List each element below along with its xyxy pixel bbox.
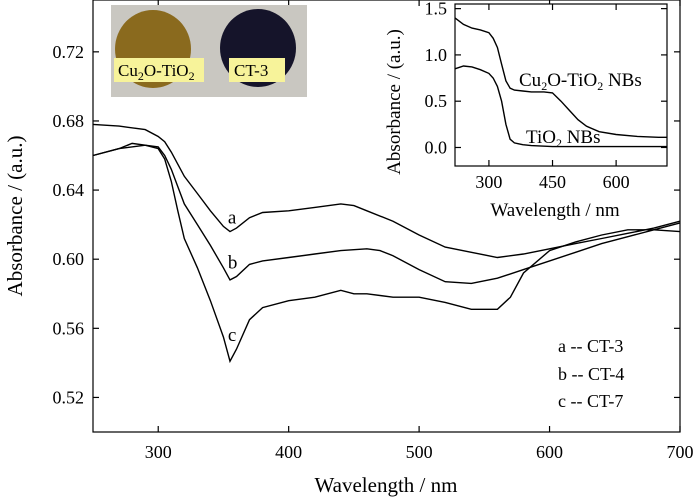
inset-series-lines xyxy=(454,17,667,148)
ct3-label-box xyxy=(229,58,285,82)
main-y-axis-title: Absorbance / (a.u.) xyxy=(3,136,27,297)
inset-label-cu2o-tio2: Cu2O-TiO2 NBs xyxy=(519,70,642,93)
y-tick-label-3: 1.5 xyxy=(425,0,448,19)
main-x-axis-title: Wavelength / nm xyxy=(315,473,458,497)
series-line-1 xyxy=(92,144,681,285)
x-tick-label-300: 300 xyxy=(145,442,172,462)
x-tick-label-600: 600 xyxy=(536,442,563,462)
series-line-2 xyxy=(92,142,681,364)
inset-y-axis-title: Absorbance / (a.u.) xyxy=(384,29,405,175)
series-label-b: b xyxy=(228,253,238,274)
legend-entry-c: c -- CT-7 xyxy=(558,391,623,411)
y-tick-label-5: 0.72 xyxy=(53,42,85,62)
y-tick-label-2: 1.0 xyxy=(425,45,448,65)
series-line-1 xyxy=(454,65,667,148)
cu2o-tio2-label-box xyxy=(114,58,204,82)
ct3-photo-label: CT-3 xyxy=(234,61,268,80)
y-tick-label-3: 0.64 xyxy=(53,180,85,200)
y-tick-label-0: 0.0 xyxy=(425,137,448,157)
y-tick-label-1: 0.56 xyxy=(53,318,85,338)
y-tick-label-0: 0.52 xyxy=(53,387,85,407)
series-line-0 xyxy=(92,123,681,259)
x-tick-label-500: 500 xyxy=(406,442,433,462)
x-tick-label-600: 600 xyxy=(603,172,630,192)
inset-x-axis-title: Wavelength / nm xyxy=(490,200,620,221)
main-plot-frame xyxy=(92,0,681,433)
legend-entry-a: a -- CT-3 xyxy=(558,336,623,356)
main-series-labels: a b c xyxy=(228,208,238,347)
series-label-a: a xyxy=(228,208,237,229)
series-line-0 xyxy=(454,17,667,138)
inset-plot-frame xyxy=(454,3,668,167)
y-tick-label-1: 0.5 xyxy=(425,91,448,111)
series-label-c: c xyxy=(228,325,236,346)
main-series-lines xyxy=(92,123,681,364)
x-tick-label-300: 300 xyxy=(475,172,502,192)
photo-inset: Cu2O-TiO2 CT-3 xyxy=(111,5,307,97)
x-tick-label-700: 700 xyxy=(667,442,694,462)
inset-label-tio2: TiO2 NBs xyxy=(526,127,601,150)
legend-entry-b: b -- CT-4 xyxy=(558,364,624,384)
inset-axis-ticks: 300 450 600 0.0 0.5 1.0 1.5 xyxy=(425,0,667,192)
cu2o-tio2-photo-label: Cu2O-TiO2 xyxy=(118,61,195,83)
main-axis-ticks: 300 400 500 600 700 0.52 0.56 0.60 0.64 0.68 0.72 xyxy=(53,0,694,462)
x-tick-label-400: 400 xyxy=(275,442,302,462)
y-tick-label-4: 0.68 xyxy=(53,111,85,131)
x-tick-label-450: 450 xyxy=(539,172,566,192)
y-tick-label-2: 0.60 xyxy=(53,249,85,269)
